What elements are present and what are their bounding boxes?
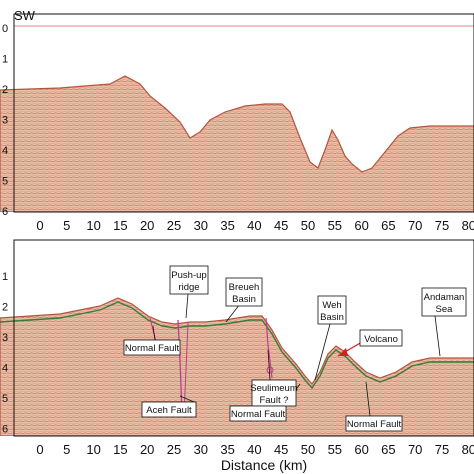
annotation-pushup-ridge: Push-up ridge [169, 265, 209, 295]
svg-text:Fault ?: Fault ? [259, 395, 288, 406]
svg-text:Volcano: Volcano [364, 334, 398, 345]
bottom-panel: 1 2 3 4 5 6 Push-up ridge Breueh Basin [0, 239, 474, 437]
x-axis-bottom: 0 5 10 15 20 25 30 35 40 45 50 55 60 65 70 75 80 [36, 442, 474, 457]
x-axis-label: Distance (km) [221, 457, 307, 473]
annotation-weh-basin: Weh Basin [317, 295, 347, 325]
svg-text:Basin: Basin [320, 312, 344, 323]
x-top-tick-0: 0 [36, 218, 43, 233]
direction-label: SW [14, 8, 36, 23]
y-bottom-tick-2: 2 [2, 302, 8, 314]
x-top-tick-5: 5 [63, 218, 70, 233]
x-top-tick-65: 65 [381, 218, 395, 233]
x-bottom-tick-60: 60 [354, 442, 368, 457]
y-top-tick-5: 5 [2, 176, 8, 188]
x-top-tick-50: 50 [301, 218, 315, 233]
x-bottom-tick-30: 30 [194, 442, 208, 457]
svg-text:Normal Fault: Normal Fault [231, 409, 286, 420]
y-top-tick-2: 2 [2, 84, 8, 96]
svg-text:Weh: Weh [322, 300, 341, 311]
bottom-panel-frame [13, 239, 474, 437]
annotation-breueh-basin: Breueh Basin [225, 277, 263, 307]
y-bottom-tick-4: 4 [2, 363, 8, 375]
y-bottom-tick-1: 1 [2, 271, 8, 283]
seismic-section-bottom [0, 297, 474, 436]
x-bottom-tick-35: 35 [220, 442, 234, 457]
x-bottom-tick-70: 70 [408, 442, 422, 457]
x-bottom-tick-40: 40 [247, 442, 261, 457]
x-bottom-tick-65: 65 [381, 442, 395, 457]
svg-text:Normal Fault: Normal Fault [347, 419, 402, 430]
seismic-section-top [0, 75, 474, 212]
x-bottom-tick-0: 0 [36, 442, 43, 457]
x-top-tick-70: 70 [408, 218, 422, 233]
annotation-normal-fault-mid: Normal Fault [229, 405, 287, 422]
y-bottom-tick-3: 3 [2, 332, 8, 344]
x-bottom-tick-25: 25 [167, 442, 181, 457]
x-bottom-tick-55: 55 [328, 442, 342, 457]
y-top-tick-6: 6 [2, 206, 8, 218]
y-bottom-tick-6: 6 [2, 424, 8, 436]
x-bottom-tick-15: 15 [113, 442, 127, 457]
y-bottom-tick-5: 5 [2, 393, 8, 405]
svg-text:Breueh: Breueh [229, 282, 260, 293]
y-axis-bottom: 1 2 3 4 5 6 [2, 271, 8, 436]
x-bottom-tick-5: 5 [63, 442, 70, 457]
aceh-fault-trace [177, 319, 183, 415]
x-top-tick-75: 75 [435, 218, 449, 233]
x-top-tick-80: 80 [462, 218, 474, 233]
annotation-normal-fault-left: Normal Fault [123, 339, 181, 356]
y-top-tick-0: 0 [2, 23, 8, 35]
svg-text:Seulimeum: Seulimeum [250, 383, 298, 394]
x-top-tick-45: 45 [274, 218, 288, 233]
y-top-tick-3: 3 [2, 115, 8, 127]
annotation-normal-fault-right: Normal Fault [345, 415, 403, 432]
y-axis-top: 0 1 2 3 4 5 6 [2, 23, 8, 218]
annotation-seulimeum-fault: Seulimeum Fault ? [250, 379, 298, 407]
x-top-tick-25: 25 [167, 218, 181, 233]
x-top-tick-30: 30 [194, 218, 208, 233]
x-top-tick-15: 15 [113, 218, 127, 233]
svg-text:Andaman: Andaman [424, 292, 465, 303]
svg-text:ridge: ridge [178, 282, 199, 293]
pushup-fault-trace [183, 321, 189, 415]
svg-text:Sea: Sea [436, 304, 454, 315]
x-bottom-tick-50: 50 [301, 442, 315, 457]
x-top-tick-40: 40 [247, 218, 261, 233]
top-panel-frame [13, 13, 474, 213]
x-top-tick-10: 10 [86, 218, 100, 233]
top-panel: SW 0 1 2 3 4 5 6 [0, 8, 474, 218]
x-top-tick-35: 35 [220, 218, 234, 233]
svg-text:Basin: Basin [232, 294, 256, 305]
annotation-aceh-fault: Aceh Fault [141, 401, 197, 418]
annotation-volcano: Volcano [359, 329, 403, 347]
svg-text:Push-up: Push-up [171, 270, 206, 281]
x-axis-top: 0 5 10 15 20 25 30 35 40 45 50 55 60 65 70 75 80 [36, 218, 474, 233]
svg-text:Aceh Fault: Aceh Fault [146, 405, 192, 416]
volcano-arrow [337, 341, 363, 357]
interpreted-horizon [0, 301, 474, 390]
x-top-tick-60: 60 [354, 218, 368, 233]
x-top-tick-55: 55 [328, 218, 342, 233]
x-bottom-tick-75: 75 [435, 442, 449, 457]
seulimeum-marker [266, 366, 274, 374]
x-bottom-tick-80: 80 [462, 442, 474, 457]
y-top-tick-4: 4 [2, 145, 8, 157]
x-bottom-tick-10: 10 [86, 442, 100, 457]
x-top-tick-20: 20 [140, 218, 154, 233]
y-top-tick-1: 1 [2, 54, 8, 66]
annotation-andaman-sea: Andaman Sea [421, 287, 467, 317]
svg-text:Normal Fault: Normal Fault [125, 343, 180, 354]
x-bottom-tick-20: 20 [140, 442, 154, 457]
x-bottom-tick-45: 45 [274, 442, 288, 457]
